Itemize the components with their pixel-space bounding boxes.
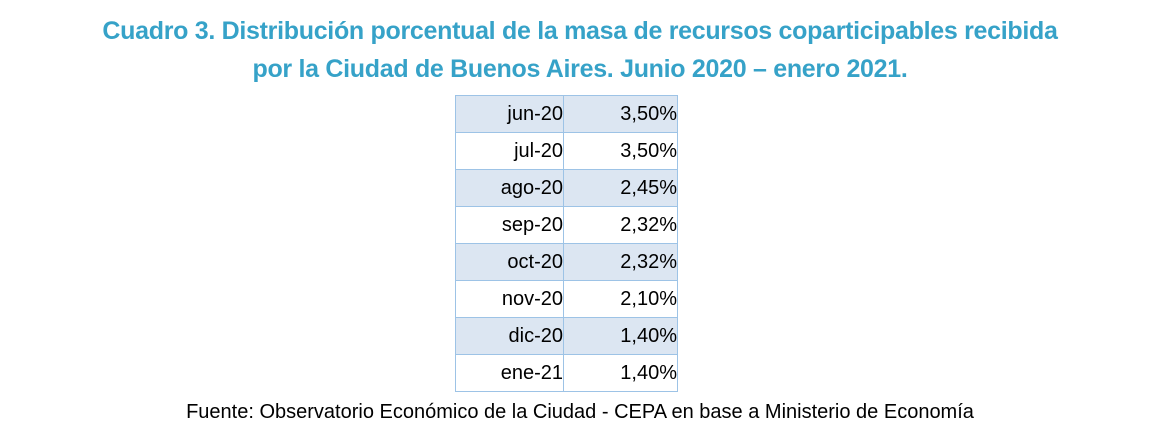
value-cell: 1,40% xyxy=(563,354,678,392)
value-cell: 2,32% xyxy=(563,243,678,281)
month-cell: jul-20 xyxy=(455,132,564,170)
month-cell: ene-21 xyxy=(455,354,564,392)
figure-title-line-2: por la Ciudad de Buenos Aires. Junio 202… xyxy=(252,55,908,83)
month-cell: oct-20 xyxy=(455,243,564,281)
month-cell: nov-20 xyxy=(455,280,564,318)
value-cell: 1,40% xyxy=(563,317,678,355)
value-cell: 2,45% xyxy=(563,169,678,207)
table-row: sep-20 2,32% xyxy=(455,206,678,244)
table-row: dic-20 1,40% xyxy=(455,317,678,355)
value-cell: 3,50% xyxy=(563,95,678,133)
table-row: ene-21 1,40% xyxy=(455,354,678,392)
month-cell: ago-20 xyxy=(455,169,564,207)
figure-title: Cuadro 3. Distribución porcentual de la … xyxy=(0,0,1160,88)
month-cell: sep-20 xyxy=(455,206,564,244)
distribution-table: jun-20 3,50% jul-20 3,50% ago-20 2,45% sep-20 2… xyxy=(455,95,678,392)
table-row: ago-20 2,45% xyxy=(455,169,678,207)
value-cell: 3,50% xyxy=(563,132,678,170)
source-note: Fuente: Observatorio Económico de la Ciu… xyxy=(186,401,974,423)
table-row: oct-20 2,32% xyxy=(455,243,678,281)
table-row: jul-20 3,50% xyxy=(455,132,678,170)
month-cell: jun-20 xyxy=(455,95,564,133)
table-row: jun-20 3,50% xyxy=(455,95,678,133)
figure-title-line-1: Cuadro 3. Distribución porcentual de la … xyxy=(102,17,1058,45)
month-cell: dic-20 xyxy=(455,317,564,355)
distribution-table-body: jun-20 3,50% jul-20 3,50% ago-20 2,45% sep-20 2… xyxy=(455,95,678,392)
table-row: nov-20 2,10% xyxy=(455,280,678,318)
value-cell: 2,10% xyxy=(563,280,678,318)
value-cell: 2,32% xyxy=(563,206,678,244)
